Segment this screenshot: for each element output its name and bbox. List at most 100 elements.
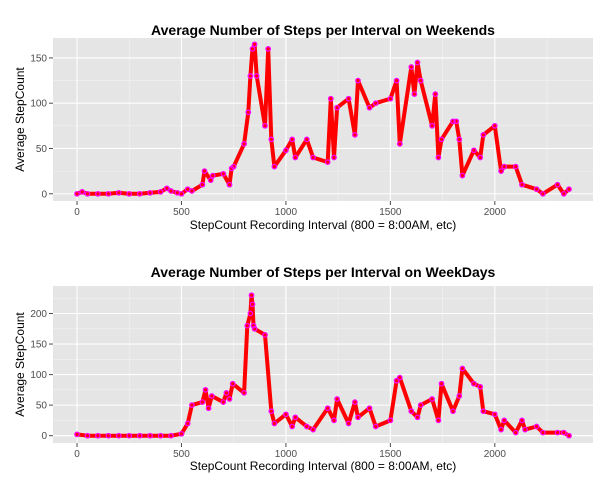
chart-2-data-point bbox=[533, 423, 540, 430]
chart-1-data-point bbox=[157, 189, 164, 195]
chart-1-data-point bbox=[566, 186, 572, 193]
chart-2-data-point bbox=[560, 429, 567, 436]
chart-2-data-point bbox=[408, 408, 415, 415]
chart-1-data-point bbox=[268, 136, 275, 143]
chart-2-data-point bbox=[435, 417, 442, 424]
chart-2-data-point bbox=[554, 429, 561, 436]
chart-2-data-point bbox=[324, 405, 331, 412]
chart-2-data-point bbox=[249, 301, 256, 308]
chart-1-data-point bbox=[560, 190, 567, 197]
chart-2-data-point bbox=[105, 432, 112, 439]
chart-2-data-point bbox=[438, 380, 445, 387]
chart-1-data-point bbox=[352, 132, 358, 138]
chart-1-data-point bbox=[429, 122, 435, 129]
chart-1-data-point bbox=[265, 46, 272, 52]
chart-2-data-point bbox=[345, 420, 352, 427]
chart-1-data-point bbox=[168, 188, 174, 194]
chart-2-data-point bbox=[310, 426, 316, 433]
chart-1-data-point bbox=[207, 177, 214, 184]
chart-2-x-tick-label: 1000 bbox=[275, 449, 298, 460]
chart-1-data-point bbox=[411, 91, 418, 97]
chart-1-data-point bbox=[453, 118, 460, 125]
chart-2-data-point bbox=[247, 310, 254, 317]
chart-1-x-tick-label: 0 bbox=[74, 207, 80, 218]
chart-1-data-point bbox=[554, 181, 561, 188]
chart-2-data-point bbox=[292, 414, 299, 421]
chart-1-data-point bbox=[327, 95, 334, 102]
chart-2-y-tick-label: 50 bbox=[36, 401, 48, 412]
chart-2-data-point bbox=[303, 423, 310, 430]
chart-2-data-point bbox=[271, 420, 278, 427]
chart-1-data-point bbox=[289, 136, 296, 143]
chart-2-data-point bbox=[229, 380, 236, 387]
chart-2-data-point bbox=[168, 432, 174, 439]
chart-2-data-point bbox=[414, 414, 421, 421]
chart-2-data-point bbox=[283, 411, 289, 418]
chart-2-data-point bbox=[331, 417, 337, 424]
chart-1-data-point bbox=[471, 147, 477, 154]
chart-1-x-tick-label: 2000 bbox=[484, 207, 507, 218]
chart-2-data-point bbox=[540, 429, 546, 436]
chart-1-data-point bbox=[163, 185, 170, 192]
chart-1-data-point bbox=[178, 190, 185, 197]
chart-1-data-point bbox=[209, 172, 216, 179]
chart-1-data-point bbox=[95, 190, 101, 197]
chart-1-data-point bbox=[251, 41, 258, 48]
chart-2-data-point bbox=[334, 396, 340, 402]
chart-1-data-point bbox=[414, 59, 421, 66]
chart-2-x-tick-label: 500 bbox=[173, 449, 190, 460]
chart-2-data-point bbox=[74, 431, 80, 438]
chart-1-data-point bbox=[396, 141, 403, 147]
chart-2-data-point bbox=[471, 380, 477, 387]
chart-2-title: Average Number of Steps per Interval on … bbox=[151, 264, 496, 280]
chart-1-data-point bbox=[519, 181, 525, 188]
chart-2-x-tick-label: 2000 bbox=[484, 449, 507, 460]
chart-2-data-point bbox=[387, 417, 394, 424]
chart-2-data-point bbox=[566, 432, 572, 439]
chart-2-data-point bbox=[501, 417, 508, 424]
chart-2-data-point bbox=[417, 402, 424, 408]
chart-1-data-point bbox=[79, 189, 86, 195]
chart-2-y-tick-label: 150 bbox=[30, 340, 47, 351]
chart-2-data-point bbox=[136, 432, 143, 439]
chart-1-data-point bbox=[292, 154, 299, 161]
chart-1-data-point bbox=[501, 163, 508, 170]
chart-2-data-point bbox=[289, 423, 296, 430]
chart-1-x-tick-label: 500 bbox=[173, 207, 190, 218]
chart-1-data-point bbox=[220, 170, 227, 177]
chart-2-y-tick-label: 100 bbox=[30, 370, 47, 381]
chart-2-data-point bbox=[366, 405, 373, 412]
chart-1-data-point bbox=[230, 163, 237, 170]
chart-1-data-point bbox=[199, 181, 206, 188]
chart-2-y-tick-label: 0 bbox=[41, 431, 47, 442]
chart-1-data-point bbox=[438, 136, 445, 143]
chart-1-data-point bbox=[477, 154, 484, 161]
chart-2-data-point bbox=[396, 374, 403, 381]
chart-1-data-point bbox=[245, 109, 252, 116]
chart-1-data-point bbox=[310, 154, 316, 161]
chart-2-data-point bbox=[205, 405, 212, 412]
chart-1-data-point bbox=[189, 188, 195, 194]
chart-2-data-point bbox=[189, 402, 195, 408]
chart-1-data-point bbox=[491, 122, 498, 129]
chart-2-data-point bbox=[220, 399, 227, 405]
chart-1-data-point bbox=[249, 46, 256, 52]
chart-1-x-axis-label: StepCount Recording Interval (800 = 8:00… bbox=[190, 218, 456, 232]
chart-2-data-point bbox=[250, 322, 257, 329]
chart-1-data-point bbox=[417, 77, 424, 84]
chart-1-data-point bbox=[432, 91, 439, 97]
chart-1-x-tick-label: 1500 bbox=[379, 207, 402, 218]
chart-2-data-point bbox=[480, 408, 487, 415]
chart-1-data-point bbox=[512, 163, 519, 170]
chart-2-data-point bbox=[450, 408, 456, 415]
chart-1-data-point bbox=[126, 190, 133, 197]
chart-2-plot-area bbox=[53, 286, 593, 443]
chart-1-y-axis-label: Average StepCount bbox=[13, 67, 27, 172]
chart-2-y-axis-label: Average StepCount bbox=[13, 312, 27, 417]
chart-1-data-point bbox=[435, 154, 442, 161]
chart-1-data-point bbox=[366, 104, 373, 111]
chart-2-data-point bbox=[251, 325, 258, 332]
chart-2-data-point bbox=[512, 429, 519, 436]
chart-2-data-point bbox=[491, 411, 498, 418]
